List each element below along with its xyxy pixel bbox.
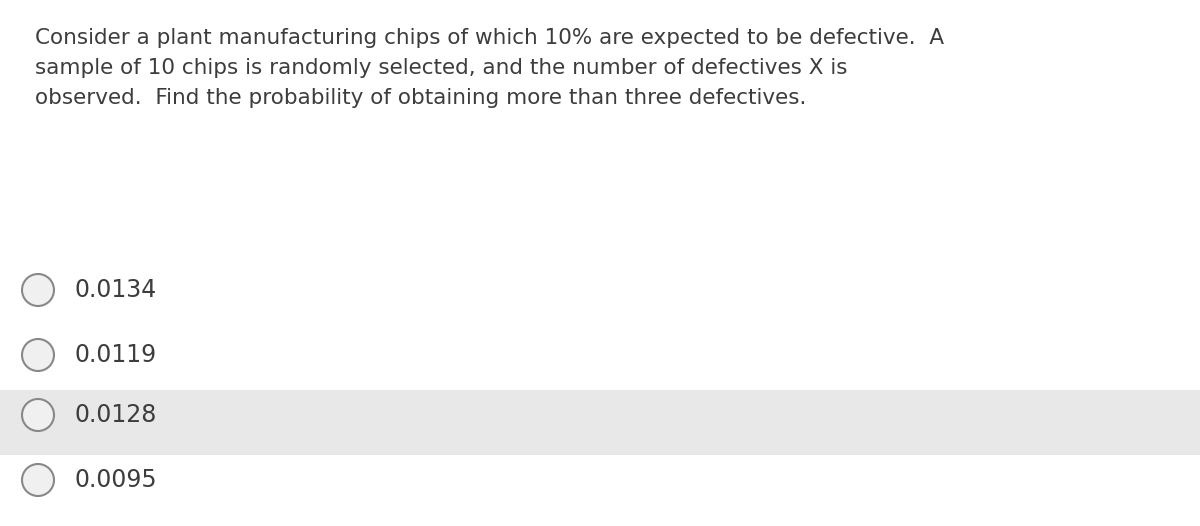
- Ellipse shape: [22, 339, 54, 371]
- Ellipse shape: [22, 464, 54, 496]
- Text: sample of 10 chips is randomly selected, and the number of defectives X is: sample of 10 chips is randomly selected,…: [35, 58, 847, 78]
- Text: 0.0134: 0.0134: [74, 278, 157, 302]
- Text: 0.0128: 0.0128: [74, 403, 157, 427]
- Text: Consider a plant manufacturing chips of which 10% are expected to be defective. : Consider a plant manufacturing chips of …: [35, 28, 944, 48]
- Ellipse shape: [22, 274, 54, 306]
- FancyBboxPatch shape: [0, 390, 1200, 455]
- Text: observed.  Find the probability of obtaining more than three defectives.: observed. Find the probability of obtain…: [35, 88, 806, 108]
- Text: 0.0095: 0.0095: [74, 468, 157, 492]
- Text: 0.0119: 0.0119: [74, 343, 157, 367]
- Ellipse shape: [22, 399, 54, 431]
